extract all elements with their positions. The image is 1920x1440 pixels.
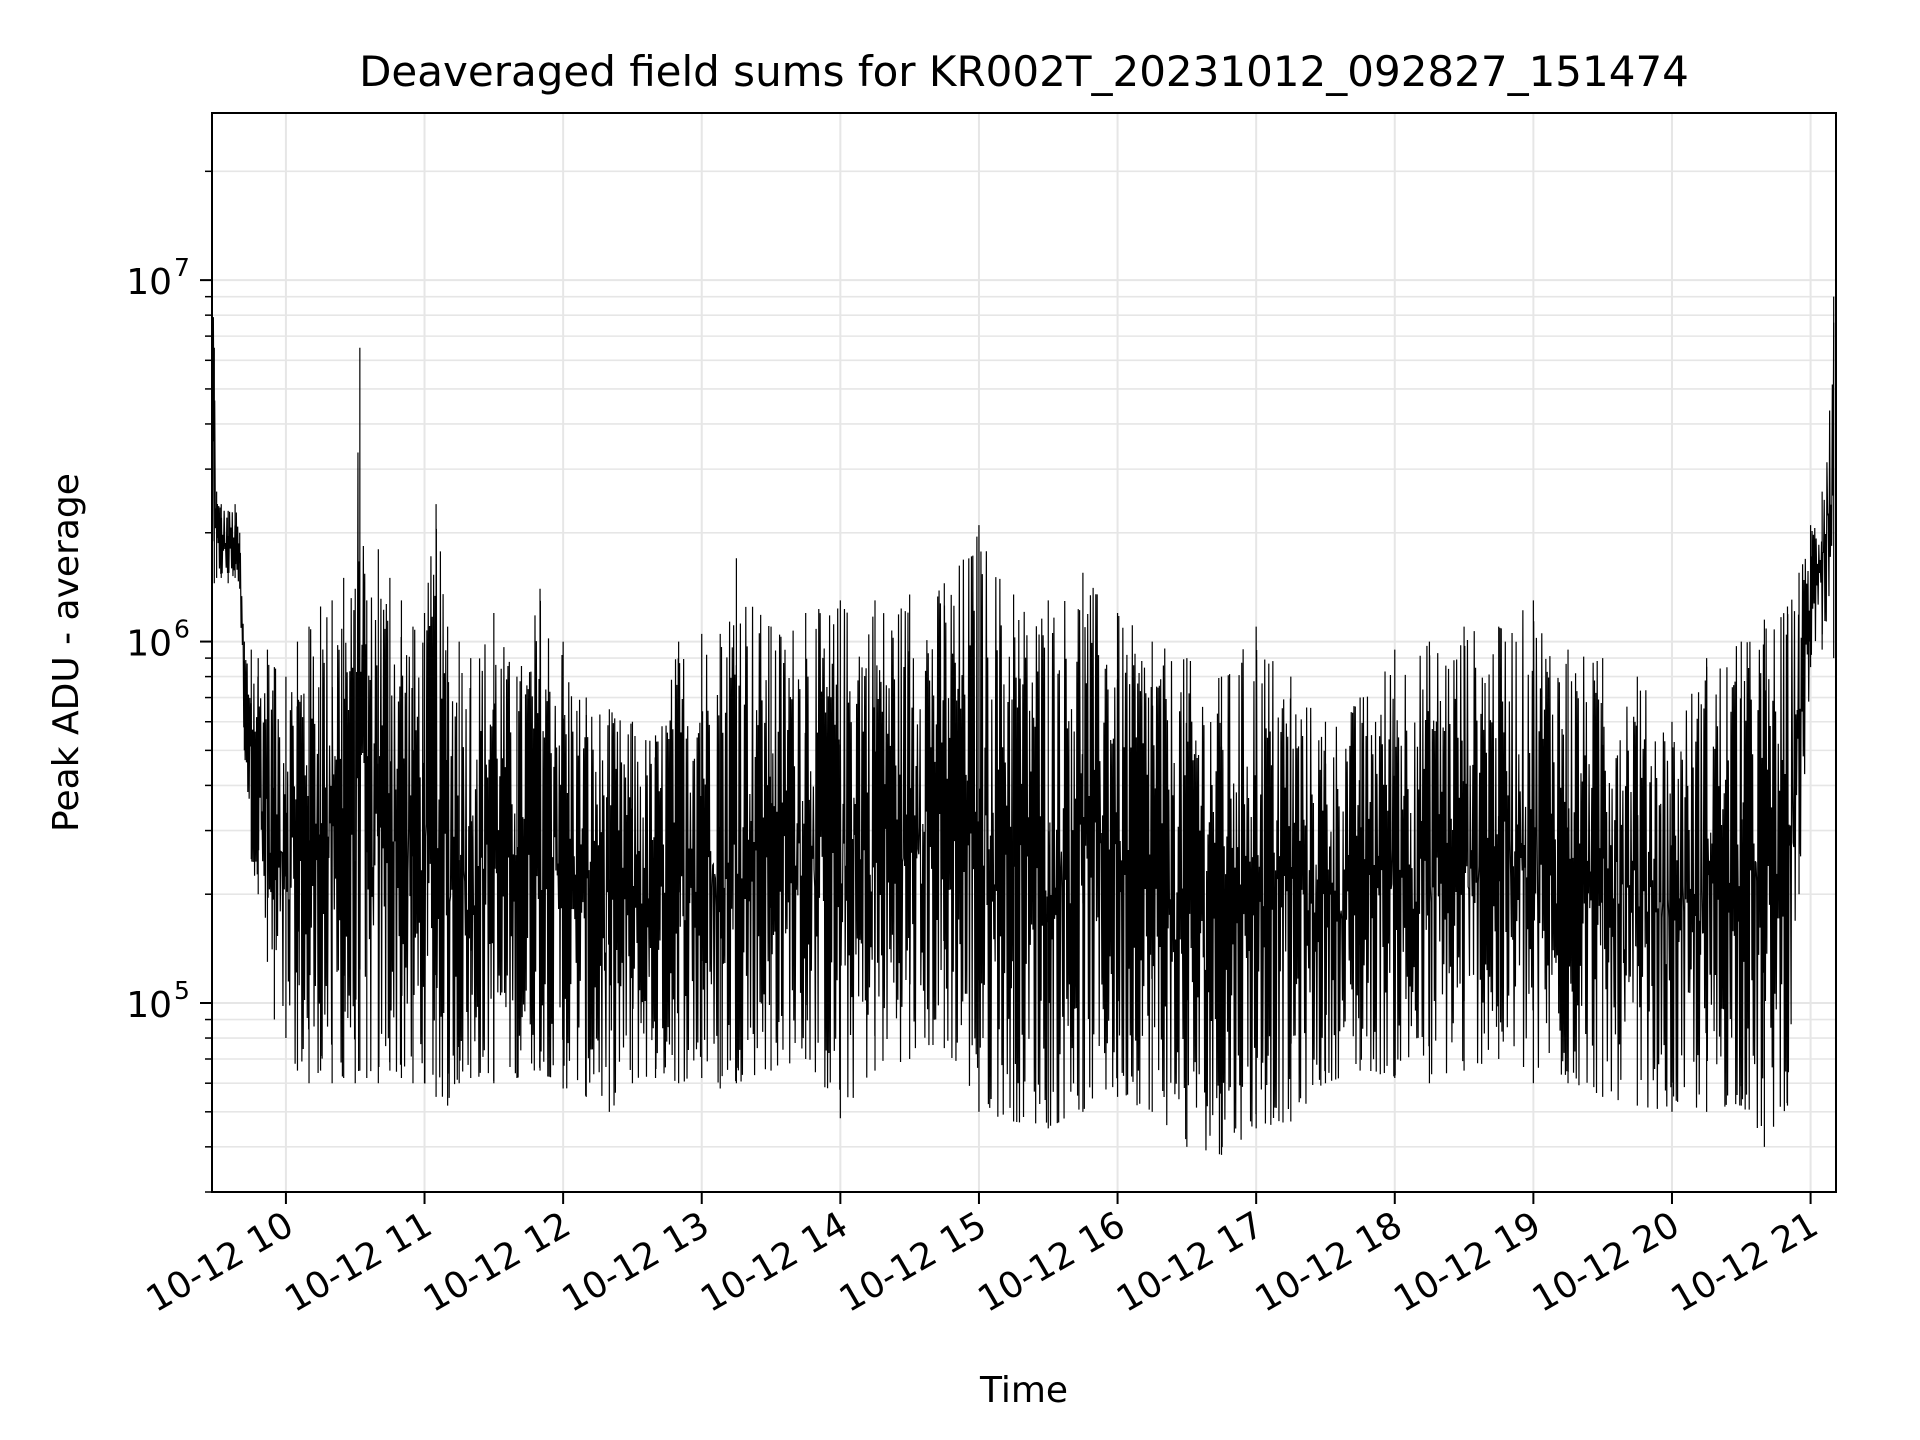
y-tick-label: 10 bbox=[126, 985, 172, 1026]
y-tick-label: 10 bbox=[126, 624, 172, 665]
series-line bbox=[212, 217, 1835, 1155]
y-tick-label: 10 bbox=[126, 262, 172, 303]
chart-title: Deaveraged field sums for KR002T_2023101… bbox=[359, 47, 1689, 96]
data-series bbox=[212, 156, 1835, 1155]
y-tick-exponent: 5 bbox=[174, 976, 190, 1005]
x-axis-title: Time bbox=[979, 1370, 1068, 1411]
y-tick-exponent: 6 bbox=[174, 615, 190, 644]
plot-frame bbox=[211, 112, 1837, 1193]
y-axis-title: Peak ADU - average bbox=[46, 473, 87, 832]
y-tick-exponent: 7 bbox=[174, 253, 190, 282]
